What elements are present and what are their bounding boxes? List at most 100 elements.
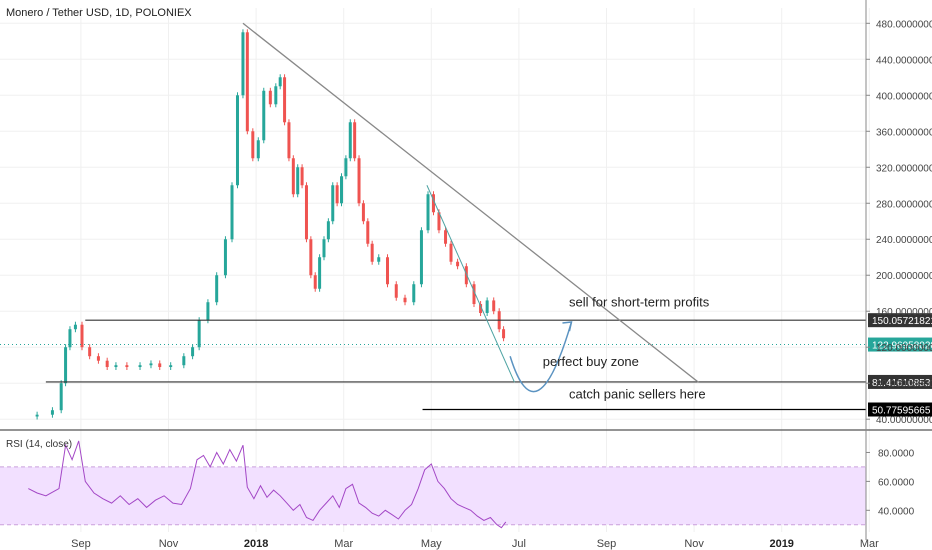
candle-body-4 [64,347,68,384]
candle-body-35 [291,158,295,195]
candle-body-20 [206,302,210,321]
candle-body-47 [344,158,348,177]
level-tag-2 [868,402,932,417]
x-tick-label-0: Sep [71,538,91,550]
candle-body-37 [300,167,304,186]
y-tick-label-10: 440.00000000 [876,55,932,66]
candle-body-39 [309,239,313,276]
candle-body-3 [59,383,63,411]
candle-body-54 [377,257,381,262]
candle-body-56 [394,284,398,298]
candle-body-46 [340,176,344,204]
candle-body-19 [197,320,201,348]
candle-body-52 [366,221,370,244]
y-tick-label-8: 360.00000000 [876,127,932,138]
rsi-title: RSI (14, close) [6,439,72,450]
candle-body-12 [125,365,129,368]
candle-body-36 [296,167,300,195]
candle-body-55 [386,257,389,285]
candle-body-27 [251,131,255,159]
candle-body-51 [361,203,365,222]
candle-body-49 [353,122,357,159]
x-tick-label-3: Mar [334,538,353,550]
candle-body-24 [235,95,239,186]
annotation-2: catch panic sellers here [569,387,706,402]
candle-body-61 [431,194,435,213]
candle-body-43 [326,221,330,240]
x-tick-label-4: May [421,538,442,550]
candle-body-28 [256,140,260,159]
y-tick-label-11: 480.00000000 [876,19,932,30]
candle-body-65 [456,261,460,267]
candle-body-63 [444,230,448,244]
y-tick-label-9: 400.00000000 [876,91,932,102]
rsi-tick-label-1: 60.0000 [878,477,915,488]
candle-body-15 [158,363,162,368]
candle-body-7 [80,324,84,348]
candle-body-66 [464,266,468,285]
candle-body-29 [262,90,266,141]
candle-body-23 [230,185,234,240]
candle-body-25 [241,32,245,96]
x-tick-label-7: Nov [684,538,704,550]
candle-body-21 [215,275,219,303]
candle-body-50 [357,158,361,204]
candle-body-9 [96,356,100,361]
y-tick-label-1: 80.00000000 [876,379,932,390]
candle-body-2 [50,410,54,415]
rsi-band [0,466,866,525]
candle-body-16 [169,365,173,368]
candle-body-10 [105,360,109,368]
projection-curve [509,321,573,393]
candle-body-68 [479,304,483,314]
candle-body-18 [191,347,195,357]
candle-body-33 [283,77,287,123]
candle-body-11 [114,365,118,368]
y-tick-label-3: 160.00000000 [876,307,932,318]
annotation-1: perfect buy zone [543,354,639,369]
rsi-pane [0,440,866,529]
candle-body-30 [268,90,272,105]
candle-body-14 [149,363,153,366]
rsi-tick-label-0: 40.0000 [878,506,915,517]
drawings: sell for short-term profits perfect buy z… [0,22,866,411]
grid [0,8,870,532]
rsi-tick-label-2: 80.0000 [878,448,915,459]
candle-body-44 [331,185,335,222]
y-tick-label-6: 280.00000000 [876,199,932,210]
candle-body-13 [138,365,142,368]
y-tick-label-7: 320.00000000 [876,163,932,174]
y-tick-label-5: 240.00000000 [876,235,932,246]
candle-body-48 [348,122,352,159]
candle-body-64 [449,243,453,262]
current-price-tag [868,337,932,352]
level-tag-1 [868,374,932,389]
candle-body-17 [182,356,186,366]
x-tick-label-2: 2018 [244,538,268,550]
rsi-line [28,440,507,529]
candle-body-69 [485,300,489,314]
candle-body-40 [313,275,317,289]
candle-body-22 [223,239,227,276]
current-price-label: 122.96958020 [872,341,932,352]
chart-title: Monero / Tether USD, 1D, POLONIEX [6,7,192,19]
candle-body-31 [274,86,278,105]
level-label-1: 81.41610853 [872,378,931,389]
x-tick-label-9: Mar [860,538,879,550]
x-tick-label-8: 2019 [769,538,793,550]
candle-body-26 [245,32,249,132]
candle-body-5 [68,329,72,348]
x-tick-label-1: Nov [159,538,179,550]
candle-body-42 [322,239,326,258]
candle-body-1 [35,414,39,417]
candle-body-38 [304,185,308,240]
y-tick-label-2: 120.00000000 [876,343,932,354]
candle-body-67 [472,284,476,305]
candle-body-70 [492,300,496,312]
candle-body-41 [318,257,322,289]
trendline-1 [426,185,515,383]
candle-body-32 [278,77,282,87]
y-tick-label-0: 40.00000000 [876,415,932,426]
